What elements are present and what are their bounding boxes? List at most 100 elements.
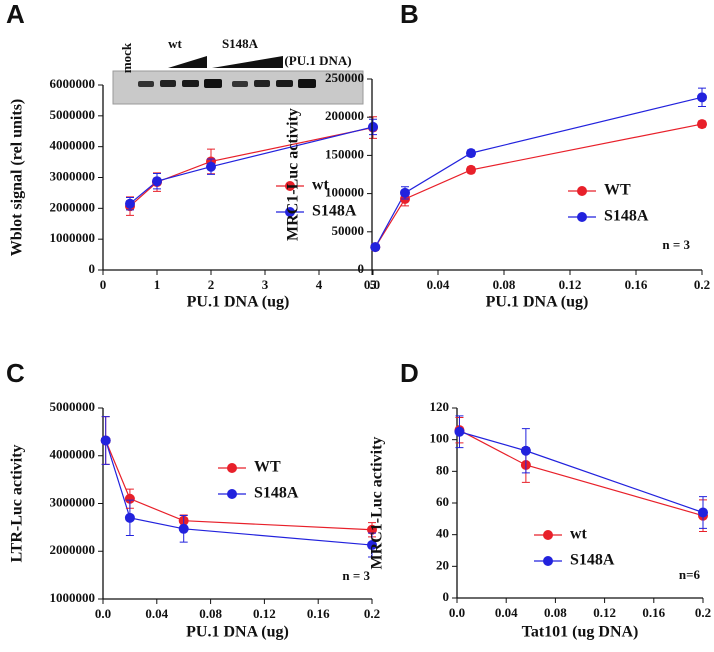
x-tick-label: 0.2 (364, 606, 380, 621)
y-tick-label: 250000 (325, 70, 364, 85)
legend-label: wt (312, 177, 330, 194)
y-tick-label: 0 (358, 261, 365, 276)
y-tick-label: 80 (436, 462, 449, 477)
band (182, 80, 199, 87)
data-point (124, 493, 135, 504)
band (254, 80, 270, 87)
y-tick-label: 200000 (325, 108, 364, 123)
data-point (697, 119, 707, 130)
y-tick-label: 150000 (325, 146, 364, 161)
x-tick-label: 0.04 (495, 605, 518, 620)
x-axis-title: PU.1 DNA (ug) (187, 294, 290, 311)
data-point (697, 92, 707, 103)
western-blot-inset (112, 56, 364, 105)
band (298, 79, 316, 88)
data-point (152, 176, 162, 187)
x-axis-title: Tat101 (ug DNA) (522, 624, 639, 641)
x-axis-title: PU.1 DNA (ug) (186, 624, 289, 641)
x-tick-label: 0.08 (493, 277, 516, 292)
legend-label: S148A (254, 485, 299, 502)
x-tick-label: 0.0 (95, 606, 111, 621)
series-line (459, 431, 704, 514)
blot (112, 70, 364, 105)
series-line (105, 440, 373, 531)
y-tick-label: 4000000 (50, 447, 96, 462)
y-tick-label: 2000000 (50, 199, 96, 214)
x-tick-label: 0.0 (364, 277, 380, 292)
legend-marker (543, 556, 553, 566)
data-point (100, 435, 111, 446)
data-point (124, 512, 135, 523)
panel-label: B (400, 0, 419, 29)
x-tick-label: 0.08 (199, 606, 222, 621)
y-tick-label: 120 (430, 399, 450, 414)
panel-label: D (400, 358, 419, 388)
x-tick-label: 0.12 (593, 605, 616, 620)
band (138, 81, 154, 87)
y-axis-title: LTR-Luc activity (9, 444, 26, 562)
legend-marker (543, 530, 553, 540)
x-tick-label: 2 (208, 277, 215, 292)
y-tick-label: 50000 (332, 223, 365, 238)
series-line (129, 126, 374, 207)
x-tick-label: 0.16 (307, 606, 330, 621)
x-tick-label: 0.12 (253, 606, 276, 621)
data-point (206, 161, 216, 172)
data-point (178, 523, 189, 534)
data-point (698, 507, 708, 518)
series-line (374, 96, 703, 248)
legend-label: WT (604, 182, 631, 199)
blot-label: S148A (222, 36, 259, 51)
series-line (374, 123, 703, 248)
y-tick-label: 6000000 (50, 76, 96, 91)
x-tick-label: 5 (370, 277, 377, 292)
data-point (520, 445, 531, 456)
legend-label: S148A (312, 203, 357, 220)
x-tick-label: 3 (262, 277, 269, 292)
y-tick-label: 40 (436, 526, 449, 541)
y-tick-label: 1000000 (50, 230, 96, 245)
x-axis-title: PU.1 DNA (ug) (486, 294, 589, 311)
data-point (125, 198, 135, 209)
y-axis-title: MRC1-Luc activity (285, 108, 302, 241)
y-axis-title: MRC1-Luc activity (369, 437, 386, 570)
x-tick-label: 0 (100, 277, 107, 292)
band (204, 79, 222, 88)
y-tick-label: 3000000 (50, 494, 96, 509)
note: n=6 (679, 567, 701, 582)
x-tick-label: 0.2 (695, 605, 711, 620)
data-point (466, 148, 476, 159)
legend-marker (227, 489, 237, 499)
data-point (370, 242, 381, 253)
y-tick-label: 0 (443, 589, 450, 604)
x-tick-label: 0.12 (559, 277, 582, 292)
panel-label: C (6, 358, 25, 388)
y-tick-label: 2000000 (50, 542, 96, 557)
legend-marker (285, 181, 295, 191)
x-tick-label: 0.04 (145, 606, 168, 621)
note: n = 3 (662, 237, 690, 252)
band (232, 81, 248, 87)
band (276, 80, 293, 87)
series-line (129, 126, 374, 205)
data-point (454, 426, 465, 437)
series-line (459, 429, 704, 517)
data-point (400, 187, 410, 198)
y-tick-label: 4000000 (50, 138, 96, 153)
legend-label: WT (254, 459, 281, 476)
legend-marker (577, 186, 587, 196)
data-point (367, 524, 377, 535)
legend-marker (285, 207, 295, 217)
wedge (212, 56, 283, 68)
y-axis-title: Wblot signal (rel units) (9, 99, 26, 257)
legend-label: wt (570, 526, 588, 543)
y-tick-label: 5000000 (50, 107, 96, 122)
blot-label: (PU.1 DNA) (284, 53, 351, 68)
y-tick-label: 0 (89, 261, 96, 276)
panel-label: A (6, 0, 25, 29)
data-point (367, 540, 377, 551)
wedge (168, 56, 207, 68)
x-tick-label: 0.04 (427, 277, 450, 292)
note: n = 3 (342, 568, 370, 583)
y-tick-label: 5000000 (50, 399, 96, 414)
